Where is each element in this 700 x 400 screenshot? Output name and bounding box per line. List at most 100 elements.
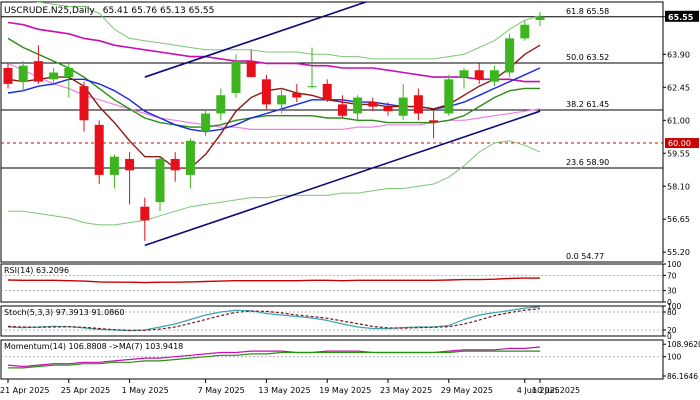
candle-body [398, 97, 408, 116]
momentum-ma-line [8, 350, 540, 369]
sma-long-line [7, 21, 540, 83]
candle-body [505, 38, 515, 73]
candle [246, 49, 256, 78]
rsi-panel: RSI(14) 63.2096 100 70 30 0 [0, 260, 682, 307]
date-label: 7 May 2025 [198, 386, 245, 395]
fibonacci-label: 61.8 65.58 [566, 7, 609, 16]
candle [18, 61, 28, 91]
date-label: 23 May 2025 [380, 386, 432, 395]
candle [444, 74, 454, 116]
price-tick-label: 61.00 [667, 116, 690, 125]
fibonacci-label: 23.6 58.90 [566, 158, 609, 167]
candle [64, 63, 74, 98]
candle [140, 197, 150, 241]
candle [125, 152, 135, 205]
candle-body [261, 79, 271, 105]
candle [185, 138, 195, 189]
candle [79, 81, 89, 132]
candle-body [216, 95, 226, 114]
indicator-tick-label: 108.9620 [667, 340, 700, 349]
support-level-label: 60.00 [668, 139, 691, 148]
candle [322, 79, 332, 103]
symbol-label: USCRUDE.N25,Daily [4, 6, 95, 16]
candle [170, 152, 180, 182]
date-label: 13 May 2025 [258, 386, 310, 395]
candle-body [413, 95, 423, 114]
indicator-tick-label: 20 [667, 326, 677, 335]
candle-body [33, 61, 43, 82]
candle [155, 156, 165, 212]
candle [109, 154, 119, 189]
candle-body [155, 158, 165, 203]
price-axis: 65.55 63.90 62.45 61.00 59.55 58.10 56.65 55.20… [663, 10, 699, 257]
candle-body [429, 120, 439, 123]
panel-frame [0, 339, 664, 380]
trend-channel-line [144, 110, 541, 247]
candle-body [368, 102, 378, 107]
price-tick-label: 59.55 [667, 149, 690, 158]
date-label: 10 Jun 2025 [532, 386, 580, 395]
candle [201, 108, 211, 137]
candle-body [125, 158, 135, 171]
indicator-tick-label: 100 [667, 260, 682, 269]
sma-longest-line [7, 62, 541, 130]
candle [216, 88, 226, 121]
candle-body [353, 97, 363, 114]
indicator-tick-label: 100 [667, 302, 682, 311]
candle-body [489, 70, 499, 82]
candle-body [185, 140, 195, 175]
candle-body [170, 158, 180, 171]
candle-body [94, 124, 104, 175]
date-label: 4 Jun 2025 [517, 386, 560, 395]
price-plot-area: 61.8 65.58 50.0 63.52 38.2 61.45 23.6 58.90… [1, 2, 663, 262]
candle [520, 20, 530, 41]
candle [292, 83, 302, 103]
rsi-line [7, 277, 540, 284]
candle [231, 54, 241, 98]
candle-body [474, 70, 484, 80]
price-frame [0, 1, 664, 263]
candle [535, 12, 545, 27]
price-tick-label: 58.10 [667, 182, 690, 191]
price-panel: 61.8 65.58 50.0 63.52 38.2 61.45 23.6 58.90… [0, 1, 699, 263]
sma-slow-line [7, 37, 540, 128]
candle-body [3, 67, 13, 84]
candle [505, 33, 515, 78]
candle [368, 97, 378, 112]
candle-body [109, 156, 119, 175]
candle [94, 120, 104, 184]
candle [489, 65, 499, 87]
candle [429, 108, 439, 139]
candle-body [79, 86, 89, 121]
indicator-tick-label: 0 [667, 298, 672, 307]
candle [277, 88, 287, 114]
candle-body [140, 206, 150, 221]
ohlc-readout: 65.41 65.76 65.13 65.55 [103, 6, 215, 16]
momentum-panel: Momentum(14) 106.8808 ->MA(7) 103.9418 10… [0, 339, 700, 381]
last-price-box [665, 10, 699, 22]
panel-frame [0, 263, 664, 303]
chart-header: USCRUDE.N25,Daily 65.41 65.76 65.13 65.55 [4, 6, 214, 16]
date-label: 19 May 2025 [319, 386, 371, 395]
candle-body [322, 83, 332, 100]
date-label: 1 May 2025 [122, 386, 169, 395]
bollinger-lower-line [8, 140, 541, 226]
candle-body [459, 70, 469, 78]
last-price-label: 65.55 [668, 13, 694, 22]
stoch-main-line [7, 306, 541, 332]
candle-body [535, 16, 545, 20]
indicator-title: Momentum(14) 106.8808 ->MA(7) 103.9418 [4, 342, 183, 351]
fibonacci-label: 50.0 63.52 [566, 53, 609, 62]
indicator-tick-label: 100 [667, 353, 682, 362]
candle-body [277, 95, 287, 105]
indicator-tick-label: 30 [667, 287, 677, 296]
candle [307, 47, 317, 89]
date-label: 21 Apr 2025 [0, 386, 49, 395]
candle-body [246, 61, 256, 78]
candle-body [444, 79, 454, 114]
trend-channel-line [144, 2, 369, 78]
indicator-tick-label: 70 [667, 271, 677, 280]
